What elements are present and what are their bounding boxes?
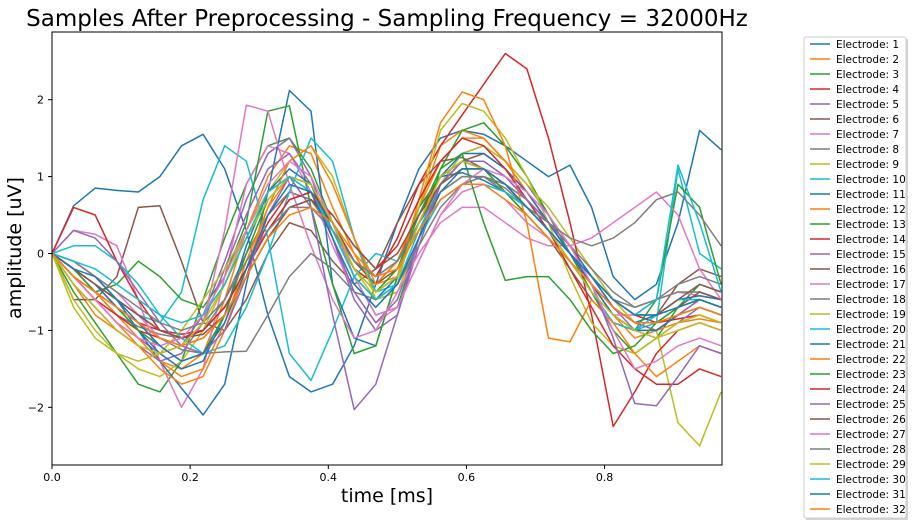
- series-line-electrode-25: [51, 160, 722, 411]
- legend-label-electrode-27: Electrode: 27: [836, 429, 906, 441]
- legend-label-electrode-3: Electrode: 3: [836, 69, 899, 81]
- legend-label-electrode-20: Electrode: 20: [836, 324, 906, 336]
- x-tick-label: 0.4: [320, 471, 338, 484]
- series-line-electrode-27: [51, 160, 722, 370]
- x-tick-label: 0.6: [458, 471, 476, 484]
- legend-label-electrode-13: Electrode: 13: [836, 219, 906, 231]
- series-line-electrode-32: [51, 183, 722, 347]
- series-line-electrode-29: [51, 160, 722, 355]
- legend-label-electrode-17: Electrode: 17: [836, 279, 906, 291]
- plot-border: [51, 31, 723, 466]
- plot-background: [52, 32, 722, 465]
- series-line-electrode-28: [51, 175, 722, 332]
- x-tick-label: 0.0: [43, 471, 61, 484]
- legend-label-electrode-16: Electrode: 16: [836, 264, 906, 276]
- series-line-electrode-1: [51, 129, 722, 393]
- y-tick-label: 1: [37, 171, 44, 184]
- legend-label-electrode-12: Electrode: 12: [836, 204, 906, 216]
- x-tick-label: 0.2: [181, 471, 199, 484]
- legend-label-electrode-15: Electrode: 15: [836, 249, 906, 261]
- x-axis-ticks: 0.0 0.2 0.4 0.6 0.8: [43, 465, 613, 484]
- legend-box: [803, 36, 907, 519]
- x-tick-label: 0.8: [596, 471, 614, 484]
- series-line-electrode-31: [51, 168, 722, 362]
- legend-label-electrode-8: Electrode: 8: [836, 144, 899, 156]
- plot-area: [51, 31, 723, 466]
- legend-label-electrode-7: Electrode: 7: [836, 129, 899, 141]
- legend-label-electrode-14: Electrode: 14: [836, 234, 906, 246]
- legend-label-electrode-28: Electrode: 28: [836, 444, 906, 456]
- legend-label-electrode-25: Electrode: 25: [836, 399, 906, 411]
- series-line-electrode-21: [51, 152, 722, 370]
- chart-title: Samples After Preprocessing - Sampling F…: [26, 6, 748, 32]
- legend-label-electrode-18: Electrode: 18: [836, 294, 906, 306]
- y-tick-label: −1: [28, 324, 44, 337]
- legend-label-electrode-30: Electrode: 30: [836, 474, 906, 486]
- legend-label-electrode-32: Electrode: 32: [836, 504, 906, 516]
- series-lines: [51, 52, 722, 447]
- legend-label-electrode-29: Electrode: 29: [836, 459, 906, 471]
- legend-label-electrode-10: Electrode: 10: [836, 174, 906, 186]
- legend-label-electrode-11: Electrode: 11: [836, 189, 906, 201]
- legend: Electrode: 1 Electrode: 2 Electrode: 3 Elec…: [803, 36, 908, 520]
- legend-label-electrode-9: Electrode: 9: [836, 159, 899, 171]
- legend-label-electrode-22: Electrode: 22: [836, 354, 906, 366]
- y-tick-label: 0: [37, 247, 44, 260]
- y-axis-ticks: 2 1 0 −1 −2: [28, 94, 52, 414]
- legend-items: Electrode: 1 Electrode: 2 Electrode: 3 Elec…: [810, 39, 906, 516]
- legend-label-electrode-21: Electrode: 21: [836, 339, 906, 351]
- legend-label-electrode-19: Electrode: 19: [836, 309, 906, 321]
- legend-label-electrode-4: Electrode: 4: [836, 84, 899, 96]
- y-tick-label: 2: [37, 94, 44, 107]
- y-axis-label: amplitude [uV]: [4, 177, 26, 319]
- legend-label-electrode-2: Electrode: 2: [836, 54, 899, 66]
- legend-label-electrode-26: Electrode: 26: [836, 414, 906, 426]
- legend-label-electrode-1: Electrode: 1: [836, 39, 899, 51]
- legend-label-electrode-6: Electrode: 6: [836, 114, 899, 126]
- legend-label-electrode-24: Electrode: 24: [836, 384, 906, 396]
- y-tick-label: −2: [28, 401, 44, 414]
- legend-label-electrode-31: Electrode: 31: [836, 489, 906, 501]
- x-axis-label: time [ms]: [341, 485, 433, 507]
- legend-label-electrode-23: Electrode: 23: [836, 369, 906, 381]
- legend-label-electrode-5: Electrode: 5: [836, 99, 899, 111]
